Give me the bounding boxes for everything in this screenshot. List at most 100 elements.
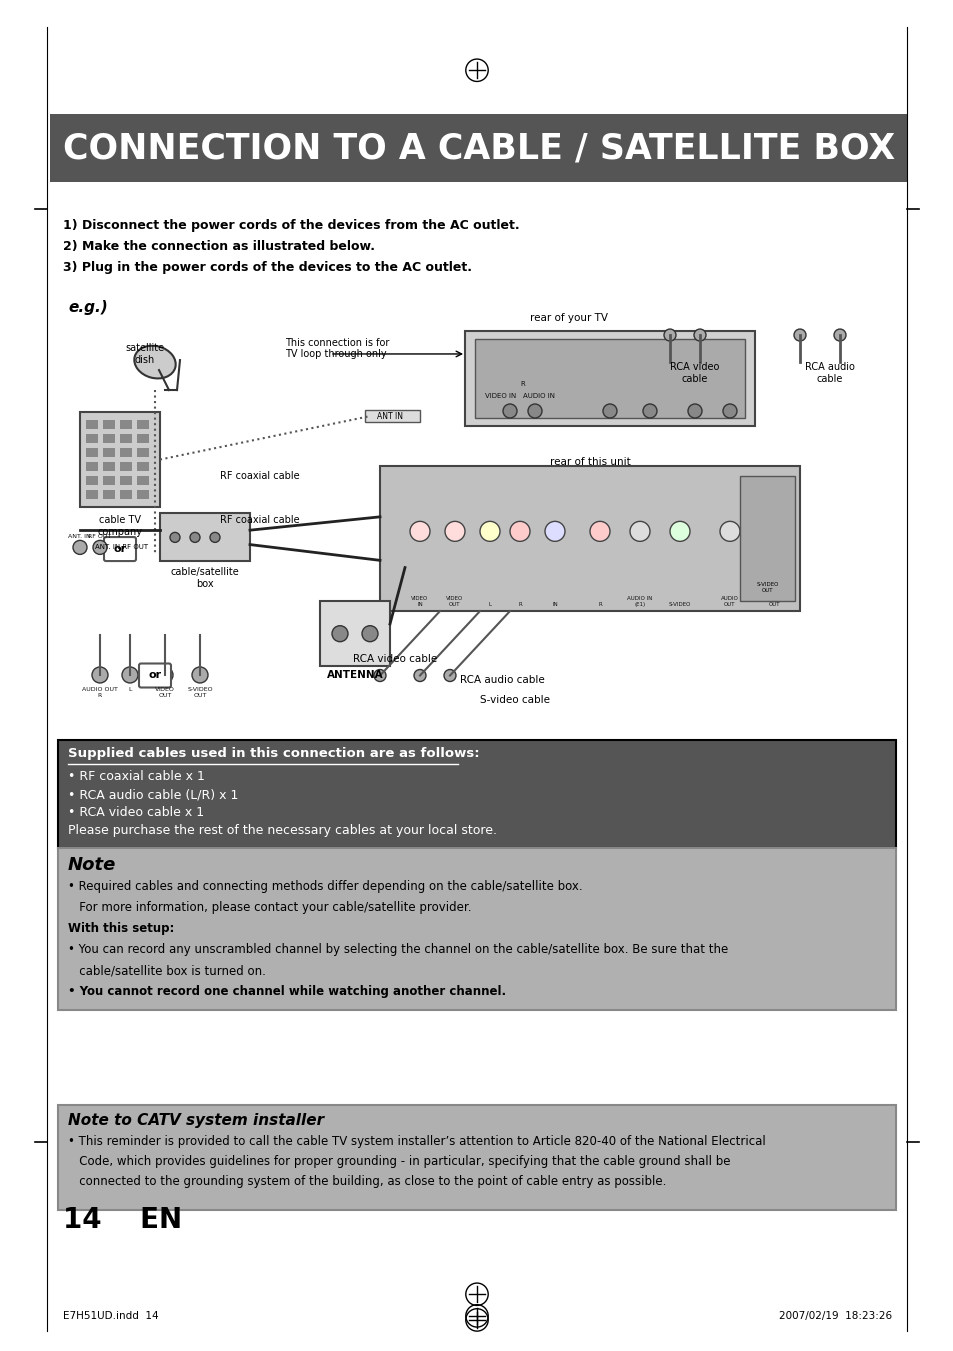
Text: VIDEO
IN: VIDEO IN (411, 596, 428, 607)
Circle shape (91, 667, 108, 684)
Bar (365, 409, 419, 422)
Circle shape (629, 521, 649, 542)
Text: R: R (484, 381, 525, 386)
Text: RCA audio cable: RCA audio cable (459, 674, 544, 685)
Text: RCA video
cable: RCA video cable (670, 362, 719, 384)
Text: CONNECTION TO A CABLE / SATELLITE BOX: CONNECTION TO A CABLE / SATELLITE BOX (63, 131, 894, 165)
Text: • You can record any unscrambled channel by selecting the channel on the cable/s: • You can record any unscrambled channel… (68, 943, 727, 957)
Bar (464, 331, 754, 426)
Circle shape (589, 521, 609, 542)
Circle shape (502, 404, 517, 417)
Text: RCA audio
cable: RCA audio cable (804, 362, 854, 384)
Bar (160, 513, 250, 562)
Bar (58, 848, 895, 1011)
Text: AUDIO IN
(E1): AUDIO IN (E1) (627, 596, 652, 607)
Bar (103, 434, 115, 443)
Text: e.g.): e.g.) (68, 300, 108, 315)
Circle shape (642, 404, 657, 417)
Bar (120, 449, 132, 457)
Text: VIDEO IN   AUDIO IN: VIDEO IN AUDIO IN (484, 393, 555, 399)
Text: satellite
dish: satellite dish (125, 343, 164, 365)
Circle shape (544, 521, 564, 542)
Bar (137, 449, 149, 457)
Text: Please purchase the rest of the necessary cables at your local store.: Please purchase the rest of the necessar… (68, 824, 497, 838)
Text: L: L (128, 686, 132, 692)
Circle shape (122, 667, 138, 684)
Text: RF OUT: RF OUT (89, 535, 112, 539)
Bar (58, 740, 895, 848)
Text: cable/satellite box is turned on.: cable/satellite box is turned on. (68, 965, 266, 977)
FancyBboxPatch shape (104, 538, 136, 561)
Bar (86, 420, 98, 430)
Text: RCA video cable: RCA video cable (353, 654, 436, 665)
Bar (137, 420, 149, 430)
Text: For more information, please contact your cable/satellite provider.: For more information, please contact you… (68, 901, 471, 915)
Text: cable TV
company: cable TV company (97, 515, 142, 536)
Bar (86, 462, 98, 471)
Text: R: R (517, 603, 521, 607)
Text: VIDEO
OUT: VIDEO OUT (155, 686, 174, 697)
Text: S-video cable: S-video cable (479, 694, 550, 705)
Bar (86, 476, 98, 485)
Text: L: L (488, 603, 491, 607)
Bar (103, 462, 115, 471)
Text: E7H51UD.indd  14: E7H51UD.indd 14 (63, 1310, 158, 1321)
Bar (120, 434, 132, 443)
Text: or: or (149, 670, 161, 681)
Circle shape (602, 404, 617, 417)
Text: • This reminder is provided to call the cable TV system installer’s attention to: • This reminder is provided to call the … (68, 1135, 765, 1148)
Bar (80, 412, 160, 507)
Circle shape (444, 521, 464, 542)
Circle shape (833, 330, 845, 340)
Bar (379, 466, 800, 611)
Text: With this setup:: With this setup: (68, 923, 174, 935)
Text: 14    EN: 14 EN (63, 1206, 182, 1235)
Circle shape (663, 330, 676, 340)
Text: AUDIO
OUT: AUDIO OUT (720, 596, 739, 607)
Bar (103, 490, 115, 499)
Circle shape (527, 404, 541, 417)
Bar (137, 490, 149, 499)
Text: 1) Disconnect the power cords of the devices from the AC outlet.: 1) Disconnect the power cords of the dev… (63, 219, 519, 232)
Text: S-VIDEO: S-VIDEO (668, 603, 691, 607)
Circle shape (720, 521, 740, 542)
Bar (86, 434, 98, 443)
Circle shape (669, 521, 689, 542)
Text: S-VIDEO
OUT: S-VIDEO OUT (756, 582, 779, 593)
Text: RF coaxial cable: RF coaxial cable (220, 515, 299, 526)
Text: • RF coaxial cable x 1: • RF coaxial cable x 1 (68, 770, 205, 784)
Circle shape (190, 532, 200, 542)
Circle shape (687, 404, 701, 417)
Circle shape (170, 532, 180, 542)
Bar (475, 339, 744, 417)
Circle shape (157, 667, 172, 684)
Text: R: R (598, 603, 601, 607)
Text: or: or (113, 544, 127, 554)
Circle shape (192, 667, 208, 684)
Circle shape (764, 521, 784, 542)
Bar (137, 434, 149, 443)
Text: This connection is for
TV loop through only: This connection is for TV loop through o… (285, 338, 389, 359)
Circle shape (722, 404, 737, 417)
Circle shape (374, 670, 386, 681)
Circle shape (414, 670, 426, 681)
Text: rear of this unit: rear of this unit (549, 457, 630, 466)
Text: ANT. IN RF OUT: ANT. IN RF OUT (94, 544, 148, 550)
Bar (120, 490, 132, 499)
Text: IN: IN (552, 603, 558, 607)
Bar (103, 449, 115, 457)
Text: • You cannot record one channel while watching another channel.: • You cannot record one channel while wa… (68, 985, 506, 998)
Bar (319, 601, 390, 666)
Bar (120, 420, 132, 430)
Text: ANTENNA: ANTENNA (326, 670, 383, 680)
Text: 2007/02/19  18:23:26: 2007/02/19 18:23:26 (778, 1310, 891, 1321)
Circle shape (443, 670, 456, 681)
Text: ANT. IN: ANT. IN (68, 535, 91, 539)
Bar (740, 476, 794, 601)
Text: S-VIDEO
OUT: S-VIDEO OUT (187, 686, 213, 697)
Text: rear of your TV: rear of your TV (530, 313, 607, 323)
Text: OUT: OUT (768, 603, 780, 607)
FancyBboxPatch shape (139, 663, 171, 688)
Circle shape (332, 626, 348, 642)
Circle shape (361, 626, 377, 642)
